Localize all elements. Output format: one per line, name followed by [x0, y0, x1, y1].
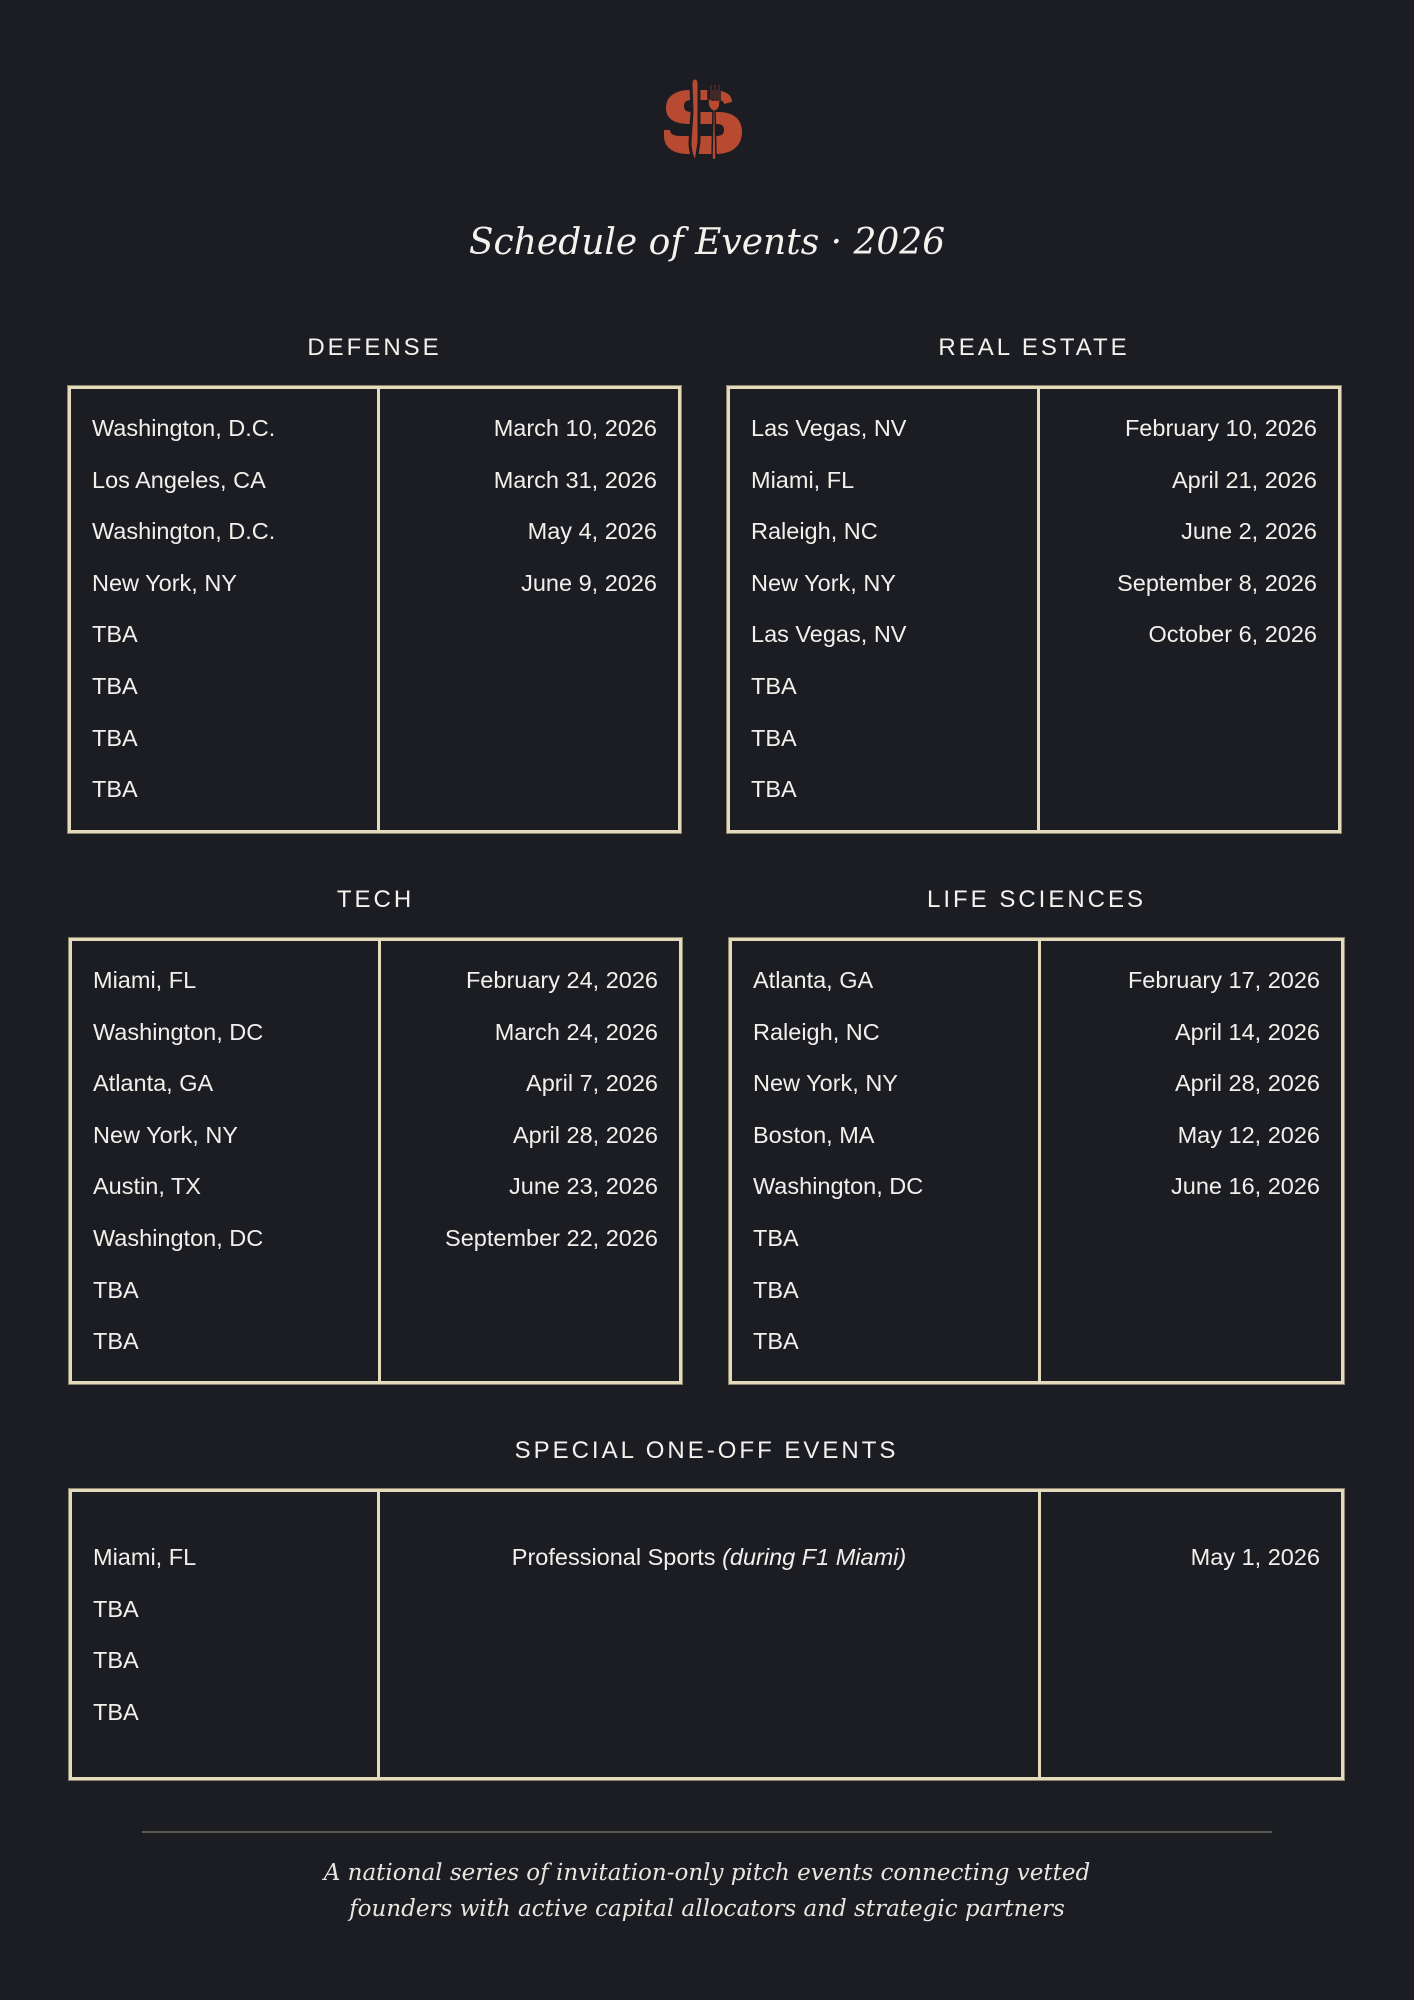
event-title: Professional Sports: [511, 1544, 716, 1570]
footer-tagline-line-2: founders with active capital allocators …: [349, 1896, 1065, 1922]
event-name: Professional Sports (during F1 Miami): [380, 1544, 1038, 1571]
event-date: June 2, 2026: [1181, 518, 1317, 545]
event-location: Washington, DC: [93, 1225, 264, 1251]
column-divider: [1038, 1492, 1041, 1777]
event-location: Raleigh, NC: [751, 518, 878, 545]
event-location: Atlanta, GA: [93, 1070, 214, 1097]
event-date: April 7, 2026: [526, 1070, 658, 1097]
tech-table: Miami, FL February 24, 2026 Washington, DC…: [69, 938, 682, 1384]
event-location: TBA: [92, 724, 138, 751]
event-location: TBA: [753, 1328, 799, 1355]
event-location: New York, NY: [93, 1121, 238, 1148]
event-location: Los Angeles, CA: [92, 466, 266, 493]
event-date: May 4, 2026: [527, 518, 657, 545]
event-date: April 21, 2026: [1171, 466, 1317, 493]
event-location: TBA: [92, 673, 138, 699]
event-location: Miami, FL: [93, 967, 197, 993]
event-location: TBA: [751, 724, 797, 751]
defense-table: Washington, D.C. March 10, 2026 Los Angele…: [68, 386, 681, 833]
event-location: TBA: [753, 1276, 799, 1303]
tech-heading: TECH: [336, 886, 415, 913]
event-date: September 22, 2026: [445, 1225, 658, 1251]
event-date: September 8, 2026: [1117, 569, 1317, 596]
event-date: June 16, 2026: [1171, 1173, 1320, 1200]
defense-heading: DEFENSE: [307, 334, 442, 361]
real-estate-heading: REAL ESTATE: [938, 334, 1130, 361]
event-location: Austin, TX: [93, 1173, 201, 1200]
event-location: Raleigh, NC: [753, 1018, 880, 1045]
event-date: October 6, 2026: [1148, 621, 1317, 648]
event-date: April 14, 2026: [1174, 1018, 1320, 1045]
event-date: May 1, 2026: [1190, 1544, 1320, 1570]
life-sciences-table: Atlanta, GA February 17, 2026 Raleigh, NC A…: [729, 938, 1344, 1384]
event-location: TBA: [93, 1276, 139, 1303]
event-location: Washington, D.C.: [92, 518, 276, 545]
column-divider: [378, 941, 381, 1381]
footer-tagline-line-1: A national series of invitation-only pit…: [323, 1860, 1091, 1886]
column-divider: [1037, 389, 1040, 830]
event-location: TBA: [751, 776, 797, 803]
event-location: TBA: [753, 1225, 799, 1251]
event-date: April 28, 2026: [512, 1121, 658, 1148]
event-date: March 10, 2026: [493, 415, 657, 441]
event-location: Las Vegas, NV: [751, 415, 907, 441]
page-title: Schedule of Events · 2026: [468, 222, 946, 263]
column-divider: [377, 1492, 380, 1777]
event-location: New York, NY: [751, 569, 896, 596]
event-location: Boston, MA: [753, 1121, 875, 1148]
event-date: April 28, 2026: [1174, 1070, 1320, 1097]
event-location: Washington, DC: [93, 1018, 264, 1045]
special-events-heading: SPECIAL ONE-OFF EVENTS: [514, 1437, 899, 1464]
event-location: TBA: [93, 1647, 139, 1674]
event-date: March 24, 2026: [494, 1018, 658, 1045]
event-location: Washington, D.C.: [92, 415, 276, 441]
footer-divider: [142, 1831, 1272, 1833]
event-date: February 17, 2026: [1127, 967, 1320, 993]
event-location: TBA: [93, 1328, 139, 1355]
event-location: New York, NY: [92, 569, 237, 596]
event-location: Atlanta, GA: [753, 967, 874, 993]
column-divider: [1038, 941, 1041, 1381]
event-location: TBA: [751, 673, 797, 699]
event-location: TBA: [92, 776, 138, 803]
event-date: February 10, 2026: [1124, 415, 1317, 441]
event-note: (during F1 Miami): [722, 1544, 907, 1570]
event-location: New York, NY: [753, 1070, 898, 1097]
event-date: February 24, 2026: [465, 967, 658, 993]
event-date: May 12, 2026: [1177, 1121, 1320, 1148]
event-location: Miami, FL: [93, 1544, 197, 1570]
event-location: Miami, FL: [751, 466, 855, 493]
event-location: TBA: [93, 1595, 139, 1622]
brand-logo-icon: [664, 76, 742, 162]
event-location: TBA: [92, 621, 138, 648]
special-events-table: Miami, FL Professional Sports (during F1 …: [69, 1489, 1344, 1780]
life-sciences-heading: LIFE SCIENCES: [926, 886, 1147, 913]
column-divider: [377, 389, 380, 830]
event-location: Washington, DC: [753, 1173, 924, 1200]
event-date: June 23, 2026: [509, 1173, 658, 1200]
event-location: Las Vegas, NV: [751, 621, 907, 648]
event-date: March 31, 2026: [493, 466, 657, 493]
event-location: TBA: [93, 1698, 139, 1725]
event-date: June 9, 2026: [521, 569, 657, 596]
real-estate-table: Las Vegas, NV February 10, 2026 Miami, FL A…: [727, 386, 1341, 833]
